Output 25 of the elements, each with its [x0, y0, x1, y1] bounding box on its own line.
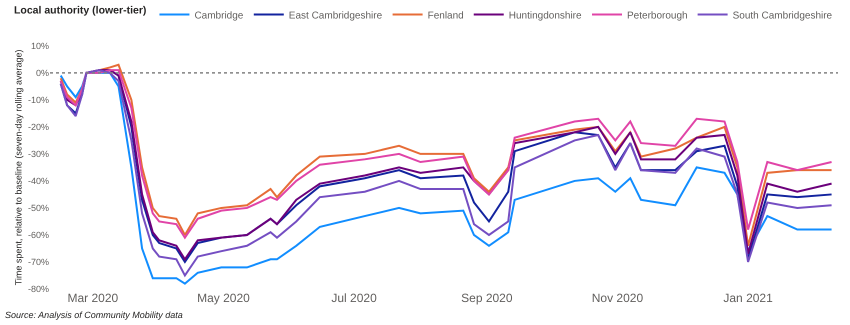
y-tick-label: -80%	[28, 284, 49, 294]
legend-label: South Cambridgeshire	[732, 10, 833, 22]
y-tick-label: -40%	[28, 176, 49, 186]
y-tick-label: 10%	[30, 41, 49, 51]
y-tick-label: -20%	[28, 122, 49, 132]
x-tick-label: Mar 2020	[67, 291, 118, 305]
legend-label: Peterborough	[627, 10, 688, 22]
y-tick-label: -50%	[28, 203, 49, 214]
x-tick-label: Jul 2020	[331, 291, 378, 305]
x-tick-label: Nov 2020	[592, 291, 644, 305]
legend-title: Local authority (lower-tier)	[14, 4, 146, 17]
y-tick-label: 0%	[36, 68, 49, 78]
y-tick-label: -10%	[28, 95, 49, 106]
x-tick-label: Jan 2021	[723, 291, 774, 305]
y-tick-label: -30%	[28, 149, 49, 160]
y-tick-label: -70%	[28, 257, 49, 268]
legend-label: Cambridge	[194, 10, 244, 22]
y-axis-title: Time spent, relative to baseline (seven-day rolling average)	[13, 50, 24, 286]
legend-label: East Cambridgeshire	[288, 10, 383, 22]
x-tick-label: May 2020	[197, 291, 250, 305]
legend-label: Fenland	[428, 10, 464, 22]
y-tick-label: -60%	[28, 230, 49, 240]
source-note: Source: Analysis of Community Mobility data	[5, 310, 183, 320]
legend-label: Huntingdonshire	[508, 10, 582, 22]
x-tick-label: Sep 2020	[461, 291, 513, 305]
